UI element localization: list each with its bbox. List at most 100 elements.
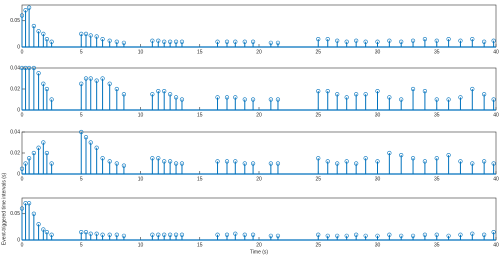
stem-marker	[375, 233, 380, 238]
y-tick-label: 0	[17, 237, 20, 243]
x-tick-label: 10	[138, 112, 144, 118]
stem-marker	[363, 92, 368, 97]
stem-marker	[36, 29, 41, 34]
x-tick-label: 5	[80, 242, 83, 248]
x-tick-label: 15	[197, 242, 203, 248]
x-tick-label: 30	[375, 176, 381, 182]
subplot: 0 0.05 0 5 10 15 20 25 30 35 40 Time (s) Event-trigg…	[1, 173, 499, 256]
stem-marker	[179, 161, 185, 166]
stem-marker	[179, 232, 185, 237]
stem-marker	[88, 76, 93, 81]
stem-marker	[422, 232, 428, 237]
stem-marker	[121, 233, 127, 238]
stem-marker	[156, 38, 161, 43]
stem-marker	[49, 161, 54, 166]
stem-marker	[470, 231, 475, 236]
x-tick-label: 35	[434, 242, 440, 248]
stem-marker	[387, 150, 392, 156]
subplot: 0 0.05 0 5 10 15 20 25 30 35 40	[10, 4, 499, 55]
stem-marker	[316, 156, 321, 161]
stem-marker	[434, 232, 439, 237]
stem-marker	[482, 92, 487, 97]
stem-marker	[491, 161, 496, 166]
stem-marker	[88, 140, 93, 145]
stem-marker	[446, 233, 451, 238]
stem-marker	[107, 81, 112, 86]
stem-marker	[31, 150, 36, 156]
stem-marker	[491, 38, 496, 43]
stem-marker	[399, 233, 404, 238]
stem-marker	[470, 161, 475, 166]
stem-marker	[100, 232, 105, 237]
stem-marker	[36, 145, 41, 150]
y-tick-label: 0	[17, 107, 20, 113]
stem-marker	[482, 232, 487, 237]
stem-marker	[275, 161, 281, 166]
x-tick-label: 25	[315, 49, 321, 55]
stem-marker	[325, 233, 330, 238]
stem-marker	[173, 232, 179, 237]
stem-marker	[491, 230, 496, 235]
stem-marker	[41, 227, 46, 232]
x-tick-label: 5	[80, 49, 83, 55]
x-tick-label: 10	[138, 49, 144, 55]
stem-marker	[100, 156, 105, 161]
stem-marker	[354, 38, 359, 43]
x-tick-label: 25	[315, 112, 321, 118]
stem-marker	[446, 153, 451, 158]
stem-marker	[242, 97, 247, 102]
x-tick-label: 20	[256, 49, 262, 55]
stem-marker	[41, 140, 46, 145]
stem-marker	[434, 38, 439, 43]
stem-marker	[215, 39, 220, 44]
y-tick-label: 0.04	[10, 129, 20, 135]
stem-marker	[335, 92, 340, 97]
stem-marker	[49, 39, 54, 44]
stem-marker	[268, 161, 273, 166]
stem-marker	[173, 161, 179, 166]
stem-marker	[27, 5, 32, 10]
stem-marker	[41, 81, 46, 86]
stem-marker	[114, 39, 119, 44]
stem-marker	[49, 97, 54, 102]
stem-marker	[27, 65, 32, 71]
stem-marker	[83, 76, 89, 81]
stem-marker	[233, 95, 238, 100]
x-tick-label: 25	[315, 176, 321, 182]
stem-marker	[114, 161, 119, 166]
stem-marker	[316, 37, 321, 42]
y-tick-label: 0.02	[10, 150, 20, 156]
stem-marker	[94, 145, 99, 150]
stem-marker	[354, 232, 359, 237]
stem-marker	[156, 156, 161, 161]
x-tick-label: 15	[197, 176, 203, 182]
stem-marker	[44, 150, 49, 156]
stem-marker	[491, 97, 496, 102]
stem-marker	[88, 33, 93, 38]
stem-marker	[44, 230, 49, 235]
stem-marker	[316, 232, 321, 237]
x-tick-label: 0	[21, 242, 24, 248]
stem-marker	[44, 86, 49, 92]
stem-marker	[399, 97, 404, 102]
stem-marker	[114, 86, 119, 92]
stem-marker	[363, 156, 368, 161]
stem-marker	[363, 233, 368, 238]
stem-marker	[41, 31, 46, 36]
stem-marker	[250, 161, 256, 166]
stem-marker	[335, 161, 340, 166]
x-tick-label: 5	[80, 112, 83, 118]
stem-marker	[242, 232, 247, 237]
stem-marker	[121, 40, 127, 45]
stem-marker	[325, 88, 330, 94]
stem-marker	[250, 232, 256, 237]
stem-marker	[150, 156, 155, 161]
stem-marker	[107, 38, 112, 43]
stem-marker	[179, 39, 185, 44]
stem-marker	[410, 233, 416, 238]
stem-marker	[233, 39, 238, 44]
stem-marker	[150, 92, 155, 97]
stem-marker	[215, 95, 220, 100]
x-tick-label: 20	[256, 176, 262, 182]
stem-marker	[275, 233, 281, 238]
